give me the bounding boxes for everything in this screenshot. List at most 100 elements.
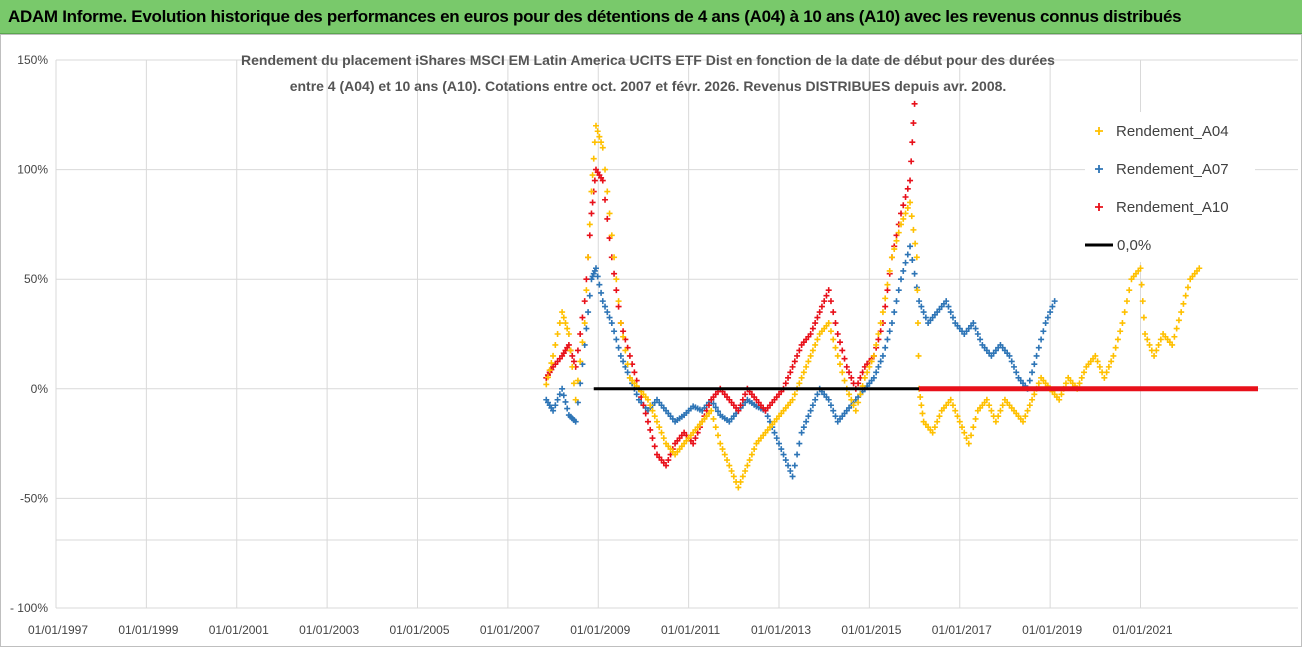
data-point [832,344,839,351]
data-point [665,457,672,464]
data-point [807,352,814,359]
data-point [943,298,950,305]
data-point [945,303,952,310]
data-point [796,440,803,447]
data-point [917,394,924,401]
data-point [1026,402,1033,409]
x-tick-label: 01/01/2007 [480,623,540,637]
data-point [1008,358,1015,365]
data-point [1042,320,1049,327]
data-point [818,303,825,310]
data-point [712,404,719,411]
data-point [1096,363,1103,370]
data-point [631,369,638,376]
data-point [620,358,627,365]
data-point [947,309,954,316]
data-point [660,435,667,442]
data-point [904,204,911,211]
data-point [904,251,911,258]
data-point [589,199,596,206]
data-point [1020,418,1027,425]
data-point [1062,380,1069,387]
data-point [886,328,893,335]
data-point [910,120,917,127]
data-point [550,352,557,359]
data-point [599,298,606,305]
series-Rendement_A07 [543,243,1058,480]
data-point [934,418,941,425]
data-point [570,358,577,365]
data-point [1031,361,1038,368]
data-point [613,336,620,343]
data-point [585,254,592,261]
x-tick-label: 01/01/2013 [751,623,811,637]
data-point [1121,309,1128,316]
data-point [791,358,798,365]
data-point [954,413,961,420]
y-tick-label: 50% [24,272,48,286]
y-tick-label: - 100% [10,601,48,615]
data-point [640,402,647,409]
data-point [789,396,796,403]
data-point [956,418,963,425]
data-point [577,358,584,365]
data-point [816,309,823,316]
data-point [875,331,882,337]
data-point [744,462,751,469]
data-point [624,369,631,376]
data-point [870,352,877,359]
data-point [877,358,884,365]
data-point [626,352,633,359]
x-tick-label: 01/01/2011 [661,623,720,637]
data-point [556,320,563,327]
data-point [562,398,569,405]
data-point [651,413,658,420]
data-point [559,385,566,392]
y-tick-label: 150% [17,53,48,67]
data-point [554,396,561,403]
data-point [585,309,592,316]
data-point [606,314,613,321]
data-point [742,391,749,398]
data-point [900,202,907,209]
data-point [588,188,595,195]
data-point [1180,300,1187,307]
data-point [764,413,771,420]
data-point [651,443,658,450]
legend-background [1085,112,1255,262]
data-point [916,298,923,305]
data-point [1056,396,1063,403]
data-point [929,429,936,436]
data-point [911,100,918,107]
data-point [827,298,834,305]
data-point [739,396,746,403]
data-point [649,435,656,442]
data-point [1033,352,1040,359]
data-point [907,243,914,250]
data-point [577,331,584,337]
data-point [895,287,902,294]
data-point [912,240,919,247]
data-point [559,309,566,316]
data-point [543,381,550,388]
data-point [902,210,909,217]
x-tick-label: 01/01/2021 [1112,623,1172,637]
data-point [581,298,588,305]
data-point [877,320,884,327]
data-point [726,462,733,469]
data-point [564,325,571,332]
data-point [574,377,581,384]
data-point [936,413,943,420]
data-point [658,429,665,436]
data-point [879,352,886,359]
data-point [778,446,785,453]
data-point [570,380,577,387]
data-point [839,347,846,354]
data-point [564,405,571,412]
data-point [918,402,925,409]
data-point [949,402,956,409]
data-point [807,407,814,414]
data-point [882,303,889,310]
data-point [1092,352,1099,359]
data-point [796,347,803,354]
